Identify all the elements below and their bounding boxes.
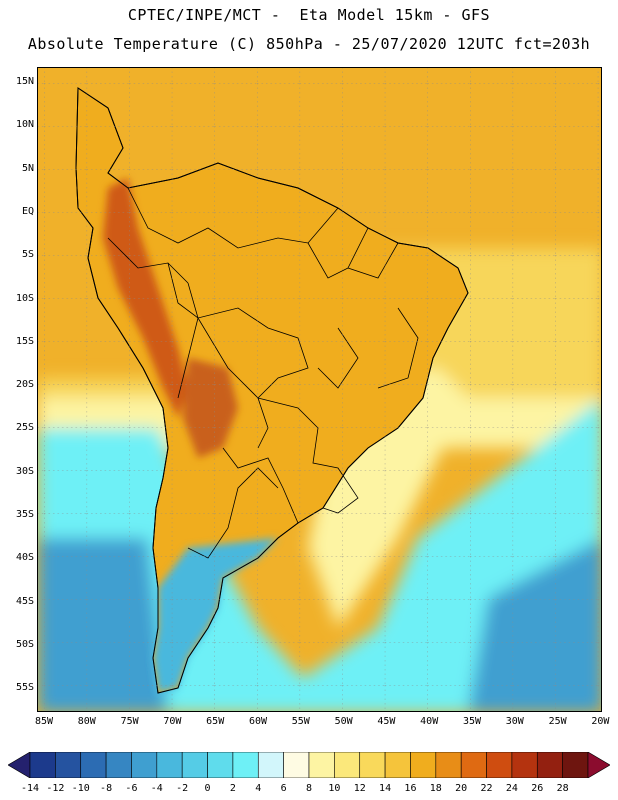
map-title: CPTEC/INPE/MCT - Eta Model 15km - GFS (127, 6, 491, 24)
colorbar-tick-label: 16 (404, 783, 417, 794)
colorbar-segment (156, 752, 183, 778)
colorbar-segment (232, 752, 259, 778)
lon-label-45w: 45W (377, 716, 396, 727)
lat-label-10n: 10N (15, 119, 34, 131)
colorbar-tick-label: 20 (455, 783, 468, 794)
colorbar-segment (131, 752, 158, 778)
colorbar-segment (181, 752, 208, 778)
lat-label-55s: 55S (15, 682, 34, 694)
lat-label-30s: 30S (15, 465, 34, 477)
lon-label-65w: 65W (206, 716, 225, 727)
lon-label-55w: 55W (291, 716, 310, 727)
colorbar-tick-label: 8 (305, 783, 313, 794)
colorbar-tick-label: -12 (46, 783, 65, 794)
colorbar-tick-label: 28 (556, 783, 569, 794)
colorbar-tick-label: -10 (71, 783, 90, 794)
colorbar-segment (562, 752, 589, 778)
lon-label-70w: 70W (163, 716, 182, 727)
lat-label-45s: 45S (15, 595, 34, 607)
colorbar-segment (460, 752, 487, 778)
lat-label-35s: 35S (15, 509, 34, 520)
colorbar-tick-label: -2 (176, 783, 189, 794)
colorbar-segment (29, 752, 56, 778)
colorbar-segment (536, 752, 563, 778)
map-svg (38, 68, 601, 711)
colorbar-over-triangle (587, 752, 610, 778)
colorbar-segment (486, 752, 513, 778)
lon-label-35w: 35W (462, 716, 482, 727)
colorbar-tick-label: -6 (125, 783, 138, 794)
colorbar-tick-label: 18 (429, 783, 442, 794)
colorbar-segment (55, 752, 82, 778)
colorbar-segment (283, 752, 310, 778)
colorbar-segment (334, 752, 361, 778)
lon-label-50w: 50W (334, 716, 353, 727)
lat-label-20s: 20S (15, 379, 34, 391)
lat-label-5s: 5S (21, 249, 34, 261)
lon-label-60w: 60W (248, 716, 268, 727)
map-subtitle: Absolute Temperature (C) 850hPa - 25/07/… (27, 35, 591, 53)
colorbar-segment (207, 752, 234, 778)
lat-label-50s: 50S (15, 638, 34, 650)
colorbar-segment (257, 752, 284, 778)
colorbar-tick-label: -4 (150, 783, 163, 794)
lat-label-10s: 10S (15, 292, 34, 304)
colorbar-tick-label: -14 (20, 783, 40, 794)
lat-label-25s: 25S (15, 422, 34, 434)
colorbar-tick-label: 24 (505, 783, 518, 794)
colorbar-segment (308, 752, 335, 778)
lon-label-25w: 25W (548, 716, 567, 727)
colorbar-tick-label: 14 (379, 783, 392, 794)
colorbar-tick-label: 22 (480, 783, 493, 794)
colorbar-tick-label: 4 (255, 783, 262, 794)
colorbar-segment (105, 752, 132, 778)
colorbar-segment (410, 752, 437, 778)
colorbar-under-triangle (8, 752, 31, 778)
colorbar-segment (80, 752, 107, 778)
lat-label-5n: 5N (21, 162, 34, 174)
colorbar-segment (435, 752, 462, 778)
colorbar-segment (511, 752, 538, 778)
lat-label-eq: EQ (21, 205, 34, 217)
lon-label-20w: 20W (591, 716, 610, 727)
colorbar-tick-label: -8 (100, 783, 113, 794)
colorbar-tick-label: 6 (280, 783, 287, 794)
colorbar-tick-label: 2 (229, 783, 236, 794)
colorbar-segment (384, 752, 411, 778)
lat-label-15s: 15S (15, 335, 34, 347)
temperature-map (37, 67, 602, 712)
lon-label-85w: 85W (34, 716, 54, 727)
lon-label-40w: 40W (420, 716, 439, 727)
lon-label-80w: 80W (77, 716, 96, 727)
colorbar (8, 752, 610, 778)
lon-label-75w: 75W (120, 716, 139, 727)
colorbar-tick-label: 26 (531, 783, 544, 794)
lat-label-15n: 15N (15, 76, 34, 87)
graticule (38, 68, 601, 711)
colorbar-segment (359, 752, 386, 778)
lat-label-40s: 40S (15, 552, 34, 564)
lon-label-30w: 30W (505, 716, 524, 727)
colorbar-tick-label: 0 (204, 783, 211, 794)
colorbar-tick-label: 12 (353, 783, 366, 794)
colorbar-tick-label: 10 (328, 783, 341, 794)
